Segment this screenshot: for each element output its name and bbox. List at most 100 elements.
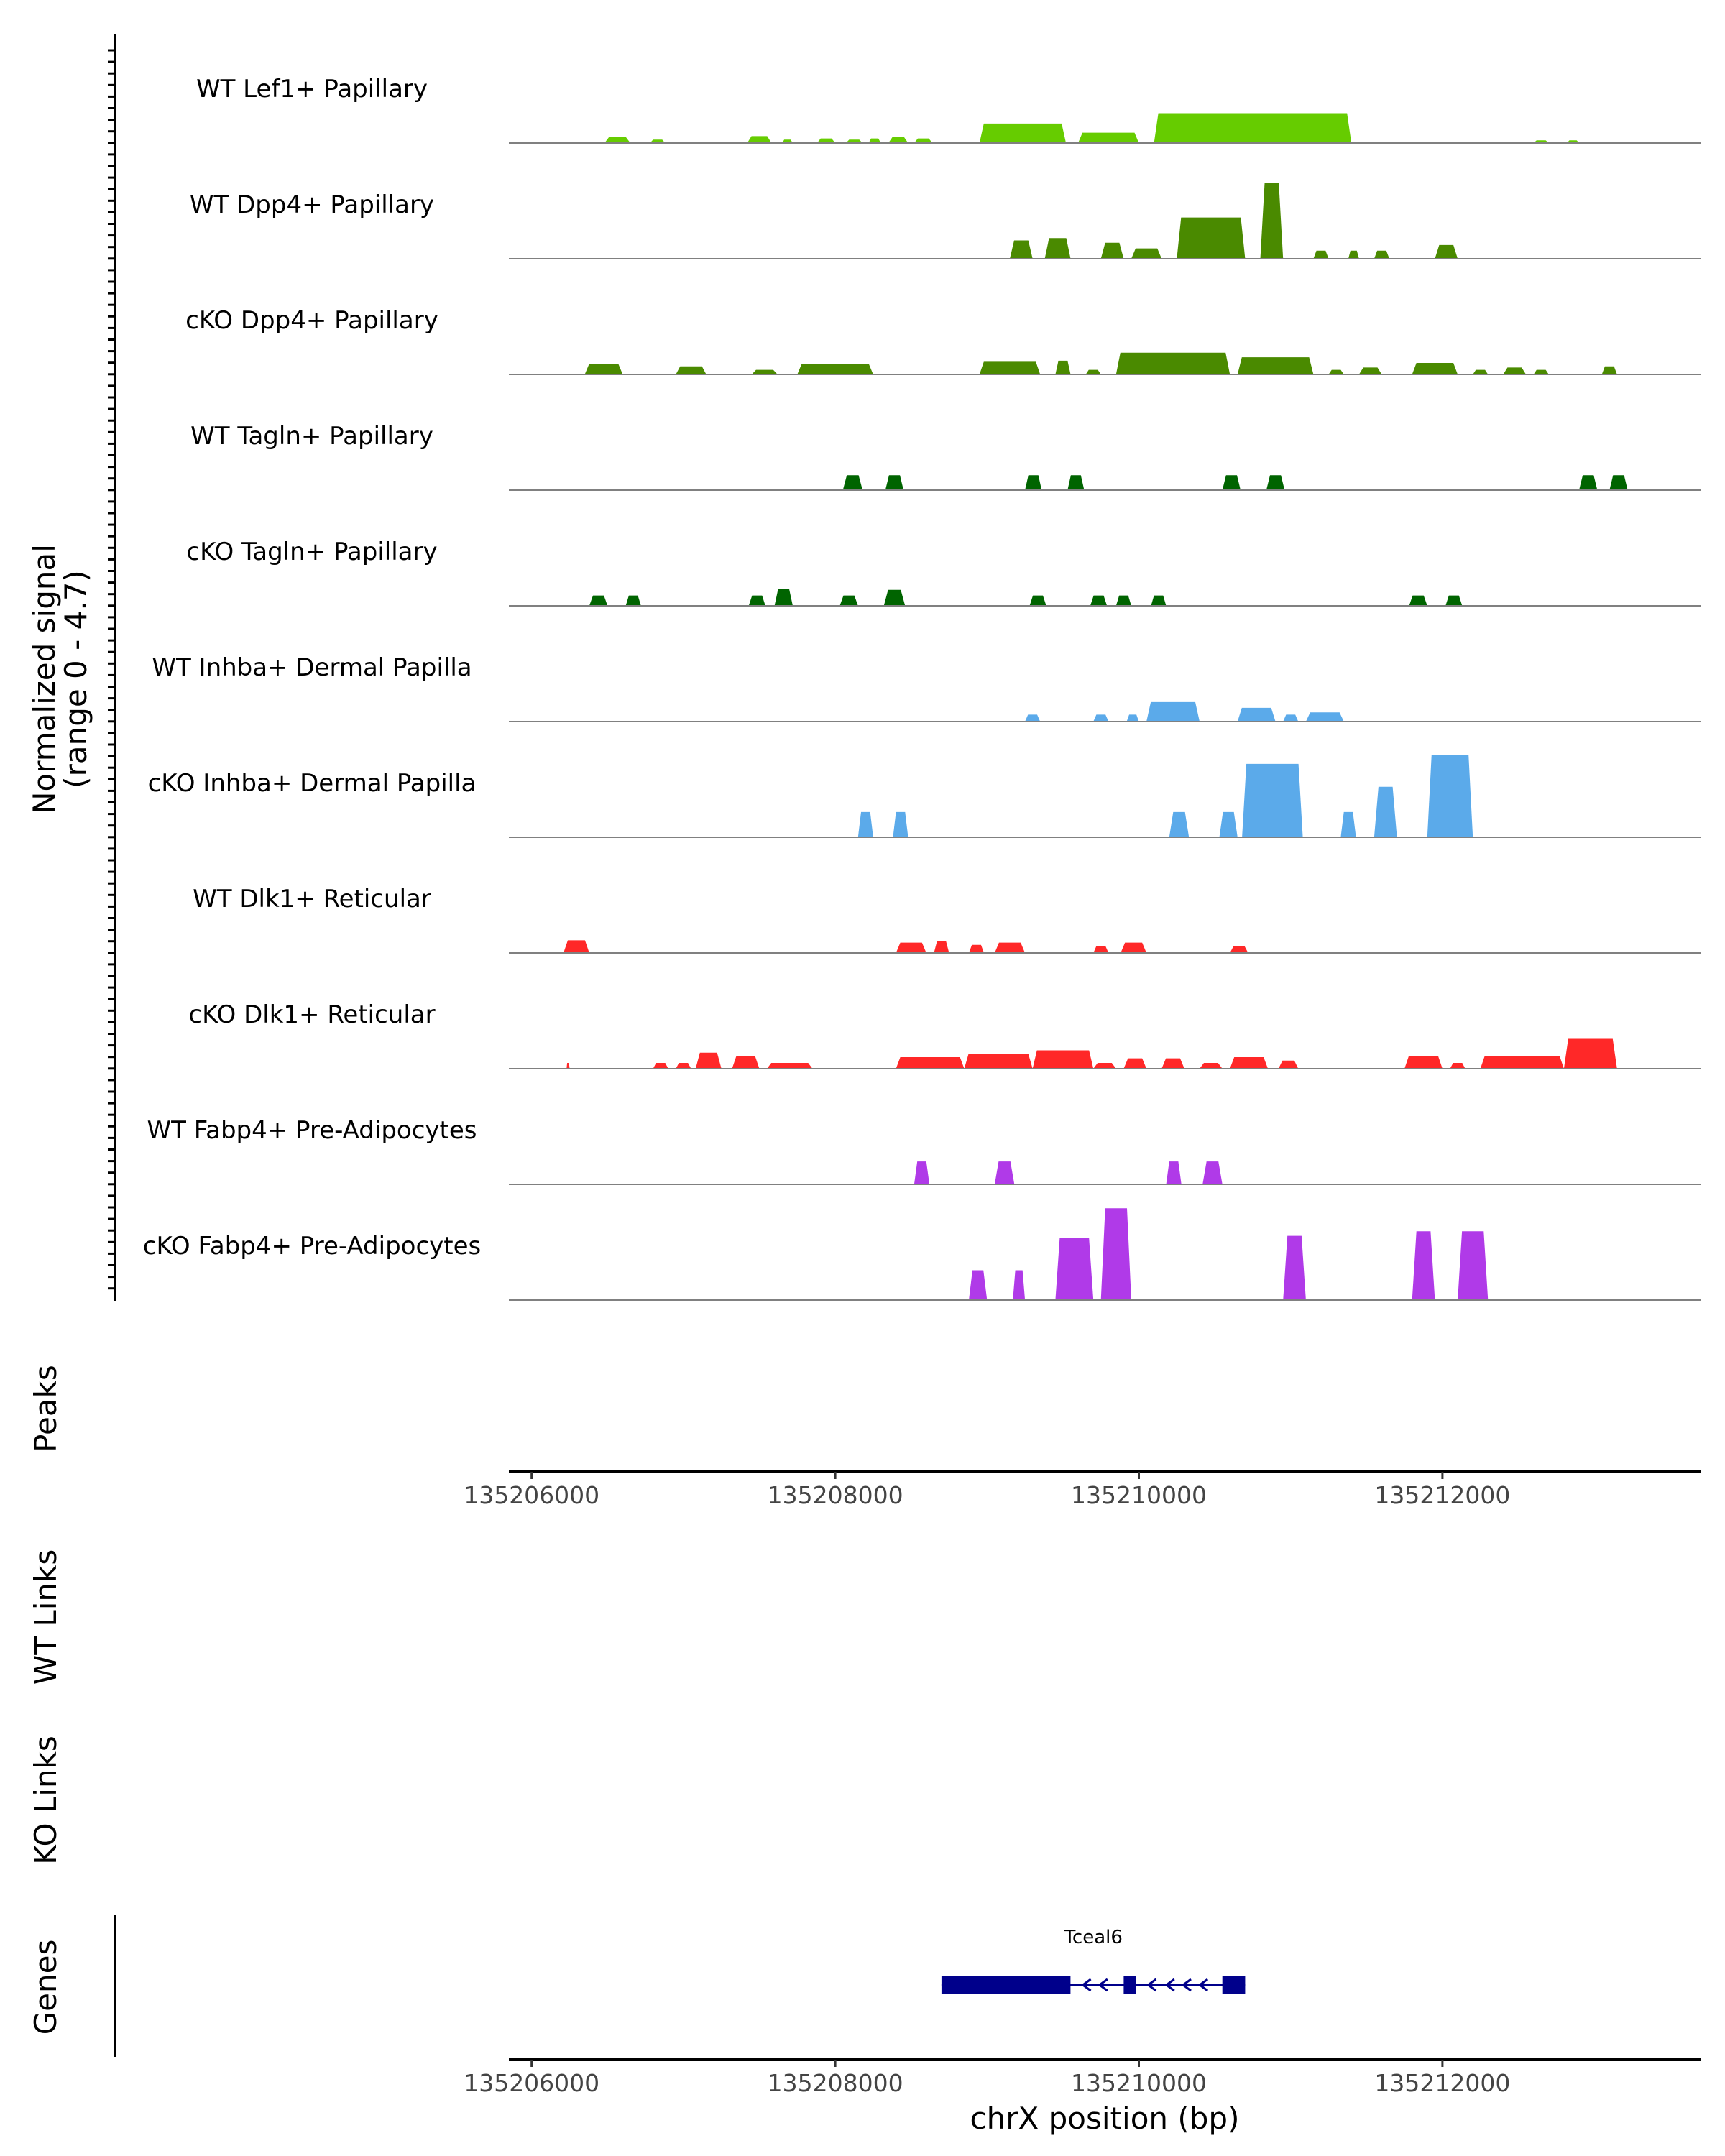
- signal-area: [1450, 1063, 1466, 1069]
- signal-area: [767, 1063, 813, 1069]
- signal-area: [747, 136, 772, 143]
- signal-area: [914, 138, 933, 143]
- signal-area: [1340, 811, 1356, 837]
- signal-area: [888, 137, 908, 143]
- x-tick-label: 135208000: [768, 2069, 903, 2097]
- track-label: cKO Tagln+ Papillary: [186, 538, 437, 566]
- signal-area: [1090, 595, 1108, 606]
- signal-area: [748, 595, 765, 606]
- track-1: WT Dpp4+ Papillary: [190, 183, 1701, 259]
- track-label: WT Fabp4+ Pre-Adipocytes: [147, 1116, 477, 1145]
- strand-arrow: [1098, 1978, 1108, 1992]
- signal-area: [1609, 475, 1628, 490]
- signal-area: [1222, 475, 1241, 490]
- signal-area: [774, 589, 793, 606]
- signal-area: [1085, 369, 1101, 374]
- signal-area: [1230, 946, 1248, 953]
- strand-arrow: [1146, 1978, 1157, 1992]
- signal-area: [1579, 475, 1598, 490]
- signal-area: [1283, 1235, 1306, 1300]
- signal-area: [1029, 595, 1046, 606]
- signal-area: [840, 595, 858, 606]
- signal-area: [1169, 811, 1190, 837]
- signal-area: [1230, 1057, 1269, 1069]
- signal-area: [1100, 1208, 1131, 1300]
- track-8: cKO Dlk1+ Reticular: [188, 1000, 1701, 1069]
- signal-area: [842, 475, 863, 490]
- signal-area: [1237, 707, 1276, 722]
- signal-area: [1093, 714, 1109, 722]
- track-0: WT Lef1+ Papillary: [196, 75, 1701, 144]
- signal-area: [1283, 714, 1299, 722]
- signal-area: [1266, 475, 1285, 490]
- strand-arrow: [1164, 1978, 1175, 1992]
- signal-area: [1116, 595, 1131, 606]
- signal-area: [1126, 714, 1139, 722]
- signal-area: [1358, 367, 1382, 374]
- signal-area: [1412, 1231, 1435, 1300]
- signal-area: [782, 139, 793, 143]
- strand-arrow: [1197, 1978, 1209, 1992]
- x-tick-label: 135210000: [1071, 2069, 1207, 2097]
- signal-area: [1055, 1238, 1094, 1300]
- signal-area: [797, 364, 873, 374]
- signal-area: [1473, 369, 1489, 374]
- signal-area: [969, 1270, 988, 1300]
- x-axis-label: chrX position (bp): [970, 2101, 1240, 2136]
- signal-area: [1237, 357, 1314, 374]
- signal-area: [964, 1054, 1033, 1069]
- x-tick-label: 135208000: [768, 1481, 903, 1509]
- genes-x-axis-ticks: 135206000 135208000 135210000 135212000: [464, 2060, 1510, 2097]
- signal-area: [979, 361, 1041, 374]
- gene-exon: [1123, 1976, 1136, 1994]
- track-label: WT Tagln+ Papillary: [190, 422, 433, 451]
- signal-area: [1166, 1161, 1182, 1184]
- signal-area: [1260, 183, 1284, 259]
- signal-area: [1305, 712, 1344, 722]
- signal-area: [1435, 244, 1458, 259]
- signal-area: [584, 364, 623, 374]
- signal-tracks: WT Lef1+ Papillary WT Dpp4+ Papillary cKO …: [143, 75, 1701, 1301]
- signal-area: [896, 1057, 965, 1069]
- strand-arrow: [1081, 1978, 1092, 1992]
- track-6: cKO Inhba+ Dermal Papilla: [148, 755, 1701, 838]
- signal-area: [589, 595, 608, 606]
- signal-area: [857, 811, 873, 837]
- genes-track-label: Genes: [28, 1940, 63, 2035]
- signal-area: [994, 942, 1026, 953]
- signal-area: [1242, 763, 1303, 837]
- signal-area: [979, 123, 1067, 143]
- signal-area: [751, 369, 778, 374]
- signal-area: [1078, 132, 1139, 143]
- signal-area: [1200, 1063, 1223, 1069]
- signal-area: [1445, 595, 1463, 606]
- signal-area: [1278, 1060, 1299, 1069]
- x-tick-label: 135206000: [464, 1481, 599, 1509]
- track-9: WT Fabp4+ Pre-Adipocytes: [147, 1116, 1701, 1185]
- peaks-x-axis-ticks: 135206000 135208000 135210000 135212000: [464, 1472, 1510, 1509]
- signal-area: [1146, 701, 1200, 722]
- signal-area: [1533, 369, 1549, 374]
- signal-area: [1503, 367, 1527, 374]
- gene-exon: [941, 1976, 1071, 1994]
- track-label: WT Dlk1+ Reticular: [193, 885, 431, 913]
- track-label: cKO Dlk1+ Reticular: [188, 1000, 435, 1029]
- signal-area: [845, 139, 863, 143]
- track-7: WT Dlk1+ Reticular: [193, 885, 1701, 954]
- signal-area: [1177, 217, 1246, 259]
- signal-area: [1025, 475, 1042, 490]
- signal-area: [1427, 755, 1473, 837]
- wt-links-track-label: WT Links: [28, 1549, 63, 1685]
- signal-area: [676, 1063, 691, 1069]
- signal-area: [1067, 475, 1085, 490]
- signal-area: [893, 811, 908, 837]
- signal-area: [650, 139, 666, 143]
- track-2: cKO Dpp4+ Papillary: [185, 306, 1701, 375]
- track-10: cKO Fabp4+ Pre-Adipocytes: [143, 1208, 1701, 1301]
- signal-area: [1219, 811, 1238, 837]
- signal-area: [1563, 1038, 1617, 1069]
- signal-area: [1025, 714, 1041, 722]
- signal-area: [1480, 1056, 1564, 1069]
- signal-area: [1093, 946, 1109, 953]
